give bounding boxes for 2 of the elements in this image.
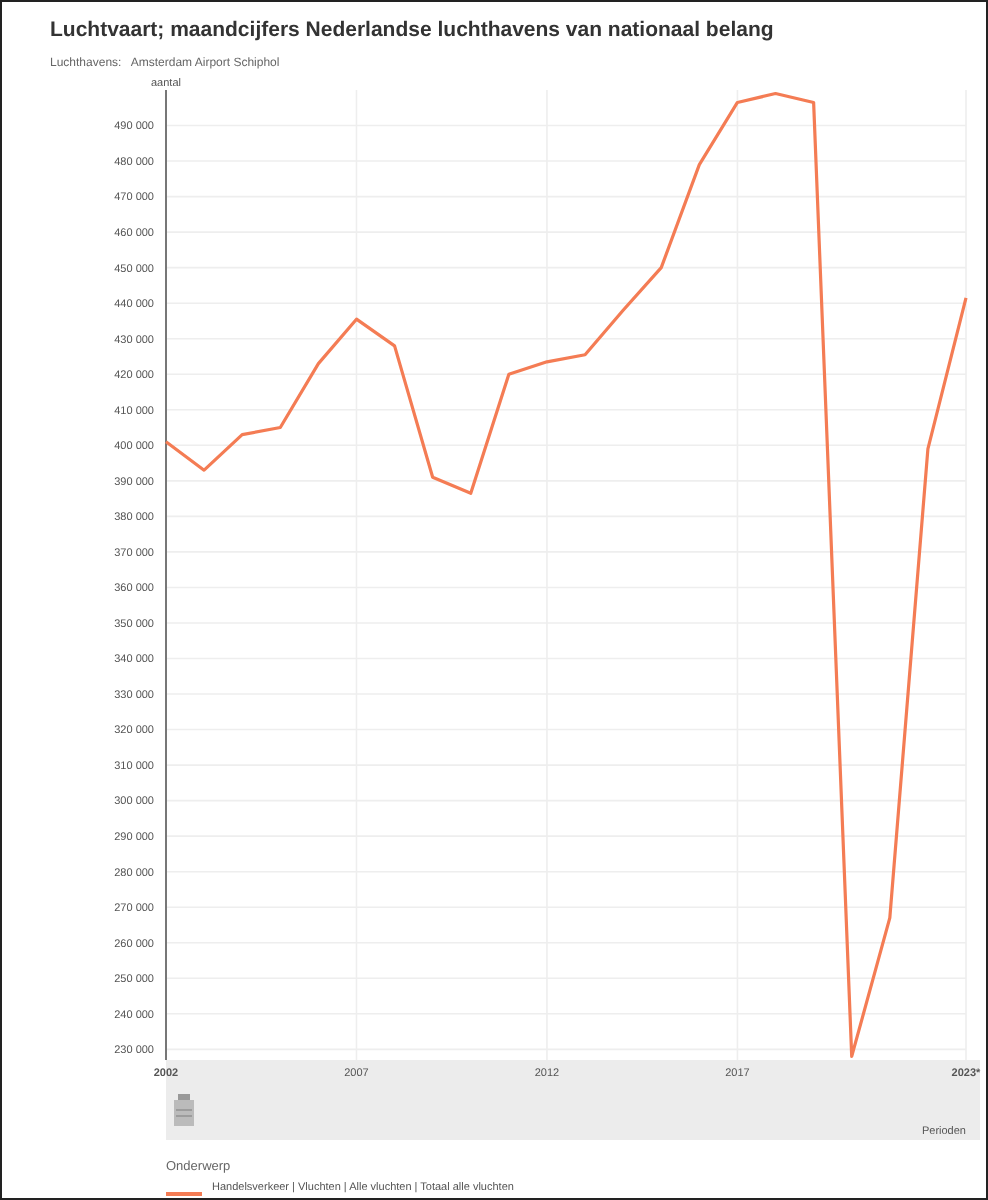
line-series (164, 91, 968, 1059)
chart-title: Luchtvaart; maandcijfers Nederlandse luchthavens van nationaal belang (50, 18, 774, 42)
